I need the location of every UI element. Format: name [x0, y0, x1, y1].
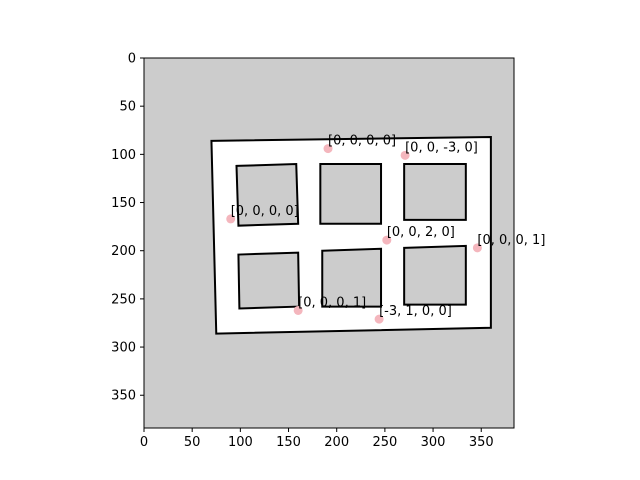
y-tick-label: 350 [111, 389, 136, 404]
scatter-point-3 [226, 214, 236, 224]
y-tick-label: 100 [111, 148, 136, 163]
y-tick-label: 300 [111, 341, 136, 356]
map-room-3 [403, 162, 467, 221]
scatter-point-6 [293, 305, 303, 315]
point-label-7: [-3, 1, 0, 0] [379, 304, 452, 319]
y-tick-label: 50 [119, 100, 136, 115]
x-tick-label: 200 [324, 435, 349, 450]
map-room-5 [321, 247, 383, 308]
x-tick-label: 150 [276, 435, 301, 450]
map-room-4 [237, 251, 301, 310]
points-layer: [0, 0, 0, 0] [0, 0, -3, 0] [0, 0, 0, 0] [0,… [226, 134, 545, 324]
y-tick-label: 250 [111, 292, 136, 307]
point-label-4: [0, 0, 2, 0] [387, 225, 455, 240]
scatter-point-7 [374, 314, 384, 324]
x-tick-label: 50 [184, 435, 201, 450]
axes-frame [143, 57, 515, 429]
map-room-6 [403, 244, 467, 306]
scatter-point-2 [400, 150, 410, 160]
x-tick-label: 350 [469, 435, 494, 450]
point-label-6: [0, 0, 0, 1] [298, 295, 366, 310]
point-label-3: [0, 0, 0, 0] [231, 204, 299, 219]
y-tick-label: 150 [111, 196, 136, 211]
x-tick-label: 100 [228, 435, 253, 450]
x-axis: 0 50 100 150 200 250 300 350 [140, 428, 494, 450]
y-tick-label: 200 [111, 244, 136, 259]
y-tick-label: 0 [128, 52, 136, 67]
plot-area [143, 57, 515, 429]
scatter-point-5 [472, 243, 482, 253]
y-axis: 0 50 100 150 200 250 300 350 [111, 52, 144, 404]
x-tick-label: 300 [421, 435, 446, 450]
x-tick-label: 250 [372, 435, 397, 450]
scatter-point-1 [323, 144, 333, 154]
map-room-2 [319, 162, 383, 225]
scatter-point-4 [382, 235, 392, 245]
point-label-5: [0, 0, 0, 1] [477, 233, 545, 248]
point-label-2: [0, 0, -3, 0] [405, 140, 478, 155]
x-tick-label: 0 [140, 435, 148, 450]
map-room-1 [235, 162, 300, 227]
point-label-1: [0, 0, 0, 0] [328, 134, 396, 149]
